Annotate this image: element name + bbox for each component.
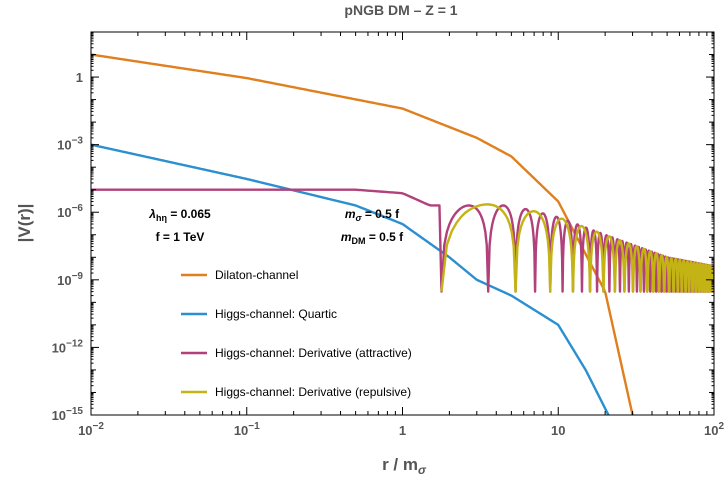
series-derivative-attractive xyxy=(91,188,714,293)
legend-label-repulsive: Higgs-channel: Derivative (repulsive) xyxy=(215,385,411,399)
y-tick-label: 10−15 xyxy=(52,406,84,423)
annotation-scale: f = 1 TeV xyxy=(156,230,205,244)
series-dilaton xyxy=(91,53,634,415)
x-tick-label: 10−1 xyxy=(234,421,260,438)
y-tick-label: 10−9 xyxy=(57,271,83,288)
x-tick-label: 10−2 xyxy=(78,421,104,438)
legend: Dilaton-channel Higgs-channel: Quartic H… xyxy=(181,268,412,399)
legend-label-attractive: Higgs-channel: Derivative (attractive) xyxy=(215,346,412,360)
x-axis-label-sub: σ xyxy=(418,463,427,477)
annotation-msigma-sub: σ xyxy=(356,213,363,223)
chart-title: pNGB DM – Z = 1 xyxy=(344,2,457,18)
legend-label-quartic: Higgs-channel: Quartic xyxy=(215,307,337,321)
y-tick-label: 1 xyxy=(76,70,83,85)
x-axis-label-main: r / m xyxy=(382,455,418,474)
series-quartic xyxy=(91,143,610,415)
y-tick-label: 10−3 xyxy=(57,136,83,153)
annotation-msigma-rest: = 0.5 f xyxy=(361,207,400,221)
axis-layer: 10−2 10−1 1 10 102 10−15 10−12 10−9 10−6 10−3 1 xyxy=(52,32,724,438)
y-axis-label: |V(r)| xyxy=(15,204,34,243)
annotation-coupling: λhη = 0.065 xyxy=(148,207,211,223)
y-tick-label: 10−12 xyxy=(52,338,84,355)
x-axis-label: r / mσ xyxy=(382,455,427,477)
x-tick-label: 10 xyxy=(551,423,565,438)
annotation-mdm-sub: DM xyxy=(351,236,365,246)
x-tick-label: 102 xyxy=(704,421,724,438)
annotation-coupling-rest: = 0.065 xyxy=(167,207,211,221)
annotation-mdm: mDM = 0.5 f xyxy=(341,230,404,246)
annotation-msigma-symbol: m xyxy=(345,207,356,221)
annotation-coupling-symbol: λ xyxy=(148,207,156,221)
y-tick-label: 10−6 xyxy=(57,203,83,220)
series-layer xyxy=(91,53,714,415)
annotation-coupling-sub: hη xyxy=(156,213,167,223)
x-tick-label: 1 xyxy=(399,423,406,438)
annotation-msigma: mσ = 0.5 f xyxy=(345,207,400,223)
annotation-mdm-symbol: m xyxy=(341,230,352,244)
series-derivative-repulsive xyxy=(440,203,714,293)
legend-label-dilaton: Dilaton-channel xyxy=(215,268,298,282)
annotation-mdm-rest: = 0.5 f xyxy=(365,230,404,244)
